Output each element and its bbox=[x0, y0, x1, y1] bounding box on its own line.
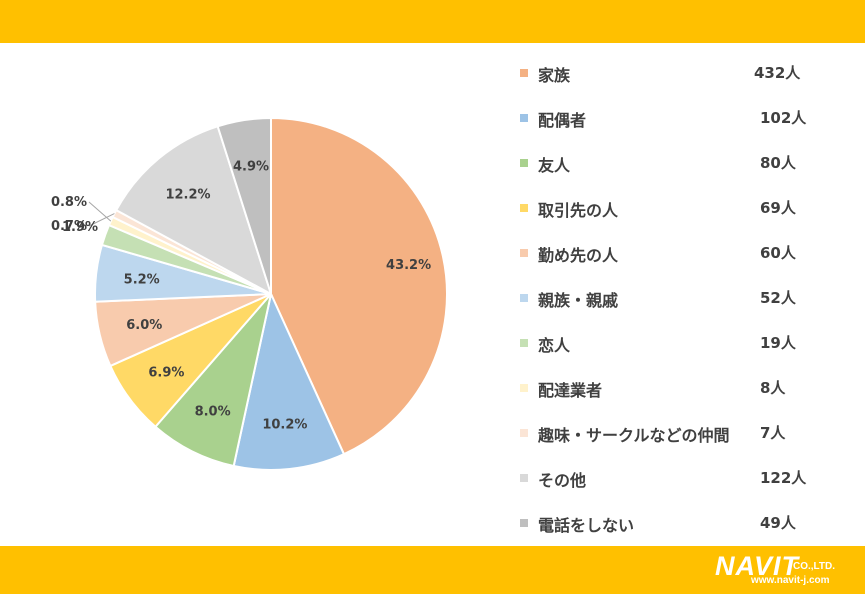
pie-slice-10 bbox=[216, 116, 272, 295]
legend-swatch bbox=[520, 429, 528, 437]
legend-item: 家族 432人 bbox=[520, 58, 840, 88]
data-label-4: 6.0% bbox=[126, 318, 162, 333]
legend-count: 80人 bbox=[760, 154, 796, 172]
leader-line-7 bbox=[88, 201, 112, 222]
legend-count: 49人 bbox=[760, 514, 796, 532]
leader-lines bbox=[88, 201, 115, 227]
legend-label: 趣味・サークルなどの仲間 bbox=[538, 426, 730, 445]
legend-swatch bbox=[520, 204, 528, 212]
data-label-6: 1.9% bbox=[62, 220, 98, 235]
pie-chart: 43.2% 10.2% 8.0% 6.9% 6.0% 5.2% 1.9% 0.8% 0.7% 12… bbox=[51, 116, 448, 471]
legend-count: 102人 bbox=[760, 109, 807, 127]
legend-swatch bbox=[520, 474, 528, 482]
legend-swatch bbox=[520, 114, 528, 122]
legend-label: その他 bbox=[538, 471, 587, 490]
legend-swatch bbox=[520, 339, 528, 347]
legend-label: 友人 bbox=[538, 156, 571, 175]
legend-count: 60人 bbox=[760, 244, 796, 262]
legend-swatch bbox=[520, 384, 528, 392]
legend-swatch bbox=[520, 249, 528, 257]
pie-slice-9 bbox=[114, 125, 273, 297]
legend-item: 恋人 19人 bbox=[520, 328, 840, 358]
bottom-banner bbox=[0, 546, 865, 594]
legend-count: 122人 bbox=[760, 469, 807, 487]
legend-item: 配達業者 8人 bbox=[520, 373, 840, 403]
leader-line-8 bbox=[88, 213, 115, 227]
legend-count: 19人 bbox=[760, 334, 796, 352]
logo-text: NAVIT bbox=[715, 551, 799, 581]
data-label-5: 5.2% bbox=[124, 273, 160, 288]
pie-slice-2 bbox=[154, 293, 272, 468]
legend-label: 配達業者 bbox=[538, 381, 603, 400]
legend-swatch bbox=[520, 159, 528, 167]
logo-company-suffix: CO.,LTD. bbox=[793, 561, 836, 572]
legend-label: 親族・親戚 bbox=[538, 291, 619, 310]
legend-item: 配偶者 102人 bbox=[520, 103, 840, 133]
data-label-10: 4.9% bbox=[233, 159, 269, 174]
data-label-9: 12.2% bbox=[165, 188, 210, 203]
data-label-1: 10.2% bbox=[262, 418, 307, 433]
legend-count: 52人 bbox=[760, 289, 796, 307]
company-logo: NAVIT CO.,LTD. www.navit-j.com bbox=[715, 551, 860, 589]
legend-label: 恋人 bbox=[538, 336, 571, 355]
legend-count: 7人 bbox=[760, 424, 786, 442]
legend-item: 電話をしない 49人 bbox=[520, 508, 840, 538]
legend-count: 432人 bbox=[754, 64, 801, 82]
logo-url: www.navit-j.com bbox=[751, 575, 830, 586]
legend-item: 勤め先の人 60人 bbox=[520, 238, 840, 268]
legend-count: 8人 bbox=[760, 379, 786, 397]
legend-item: その他 122人 bbox=[520, 463, 840, 493]
pie-slice-0 bbox=[270, 116, 448, 456]
legend-swatch bbox=[520, 69, 528, 77]
legend-label: 電話をしない bbox=[538, 516, 635, 535]
legend-label: 取引先の人 bbox=[538, 201, 619, 220]
legend-swatch bbox=[520, 519, 528, 527]
data-label-3: 6.9% bbox=[148, 366, 184, 381]
legend-label: 家族 bbox=[538, 66, 571, 85]
legend-item: 趣味・サークルなどの仲間 7人 bbox=[520, 418, 840, 448]
legend-item: 親族・親戚 52人 bbox=[520, 283, 840, 313]
pie-slice-1 bbox=[232, 290, 346, 471]
legend-count: 69人 bbox=[760, 199, 796, 217]
top-banner bbox=[0, 0, 865, 43]
legend-item: 友人 80人 bbox=[520, 148, 840, 178]
legend-label: 配偶者 bbox=[538, 111, 587, 130]
data-labels: 43.2% 10.2% 8.0% 6.9% 6.0% 5.2% 1.9% 0.8% 0.7% 12… bbox=[51, 159, 431, 432]
data-label-8: 0.7% bbox=[51, 219, 87, 234]
pie-slices bbox=[94, 116, 448, 471]
legend-swatch bbox=[520, 294, 528, 302]
data-label-7: 0.8% bbox=[51, 195, 87, 210]
data-label-2: 8.0% bbox=[195, 404, 231, 419]
legend-item: 取引先の人 69人 bbox=[520, 193, 840, 223]
legend-label: 勤め先の人 bbox=[538, 246, 619, 265]
data-label-0: 43.2% bbox=[386, 258, 431, 273]
